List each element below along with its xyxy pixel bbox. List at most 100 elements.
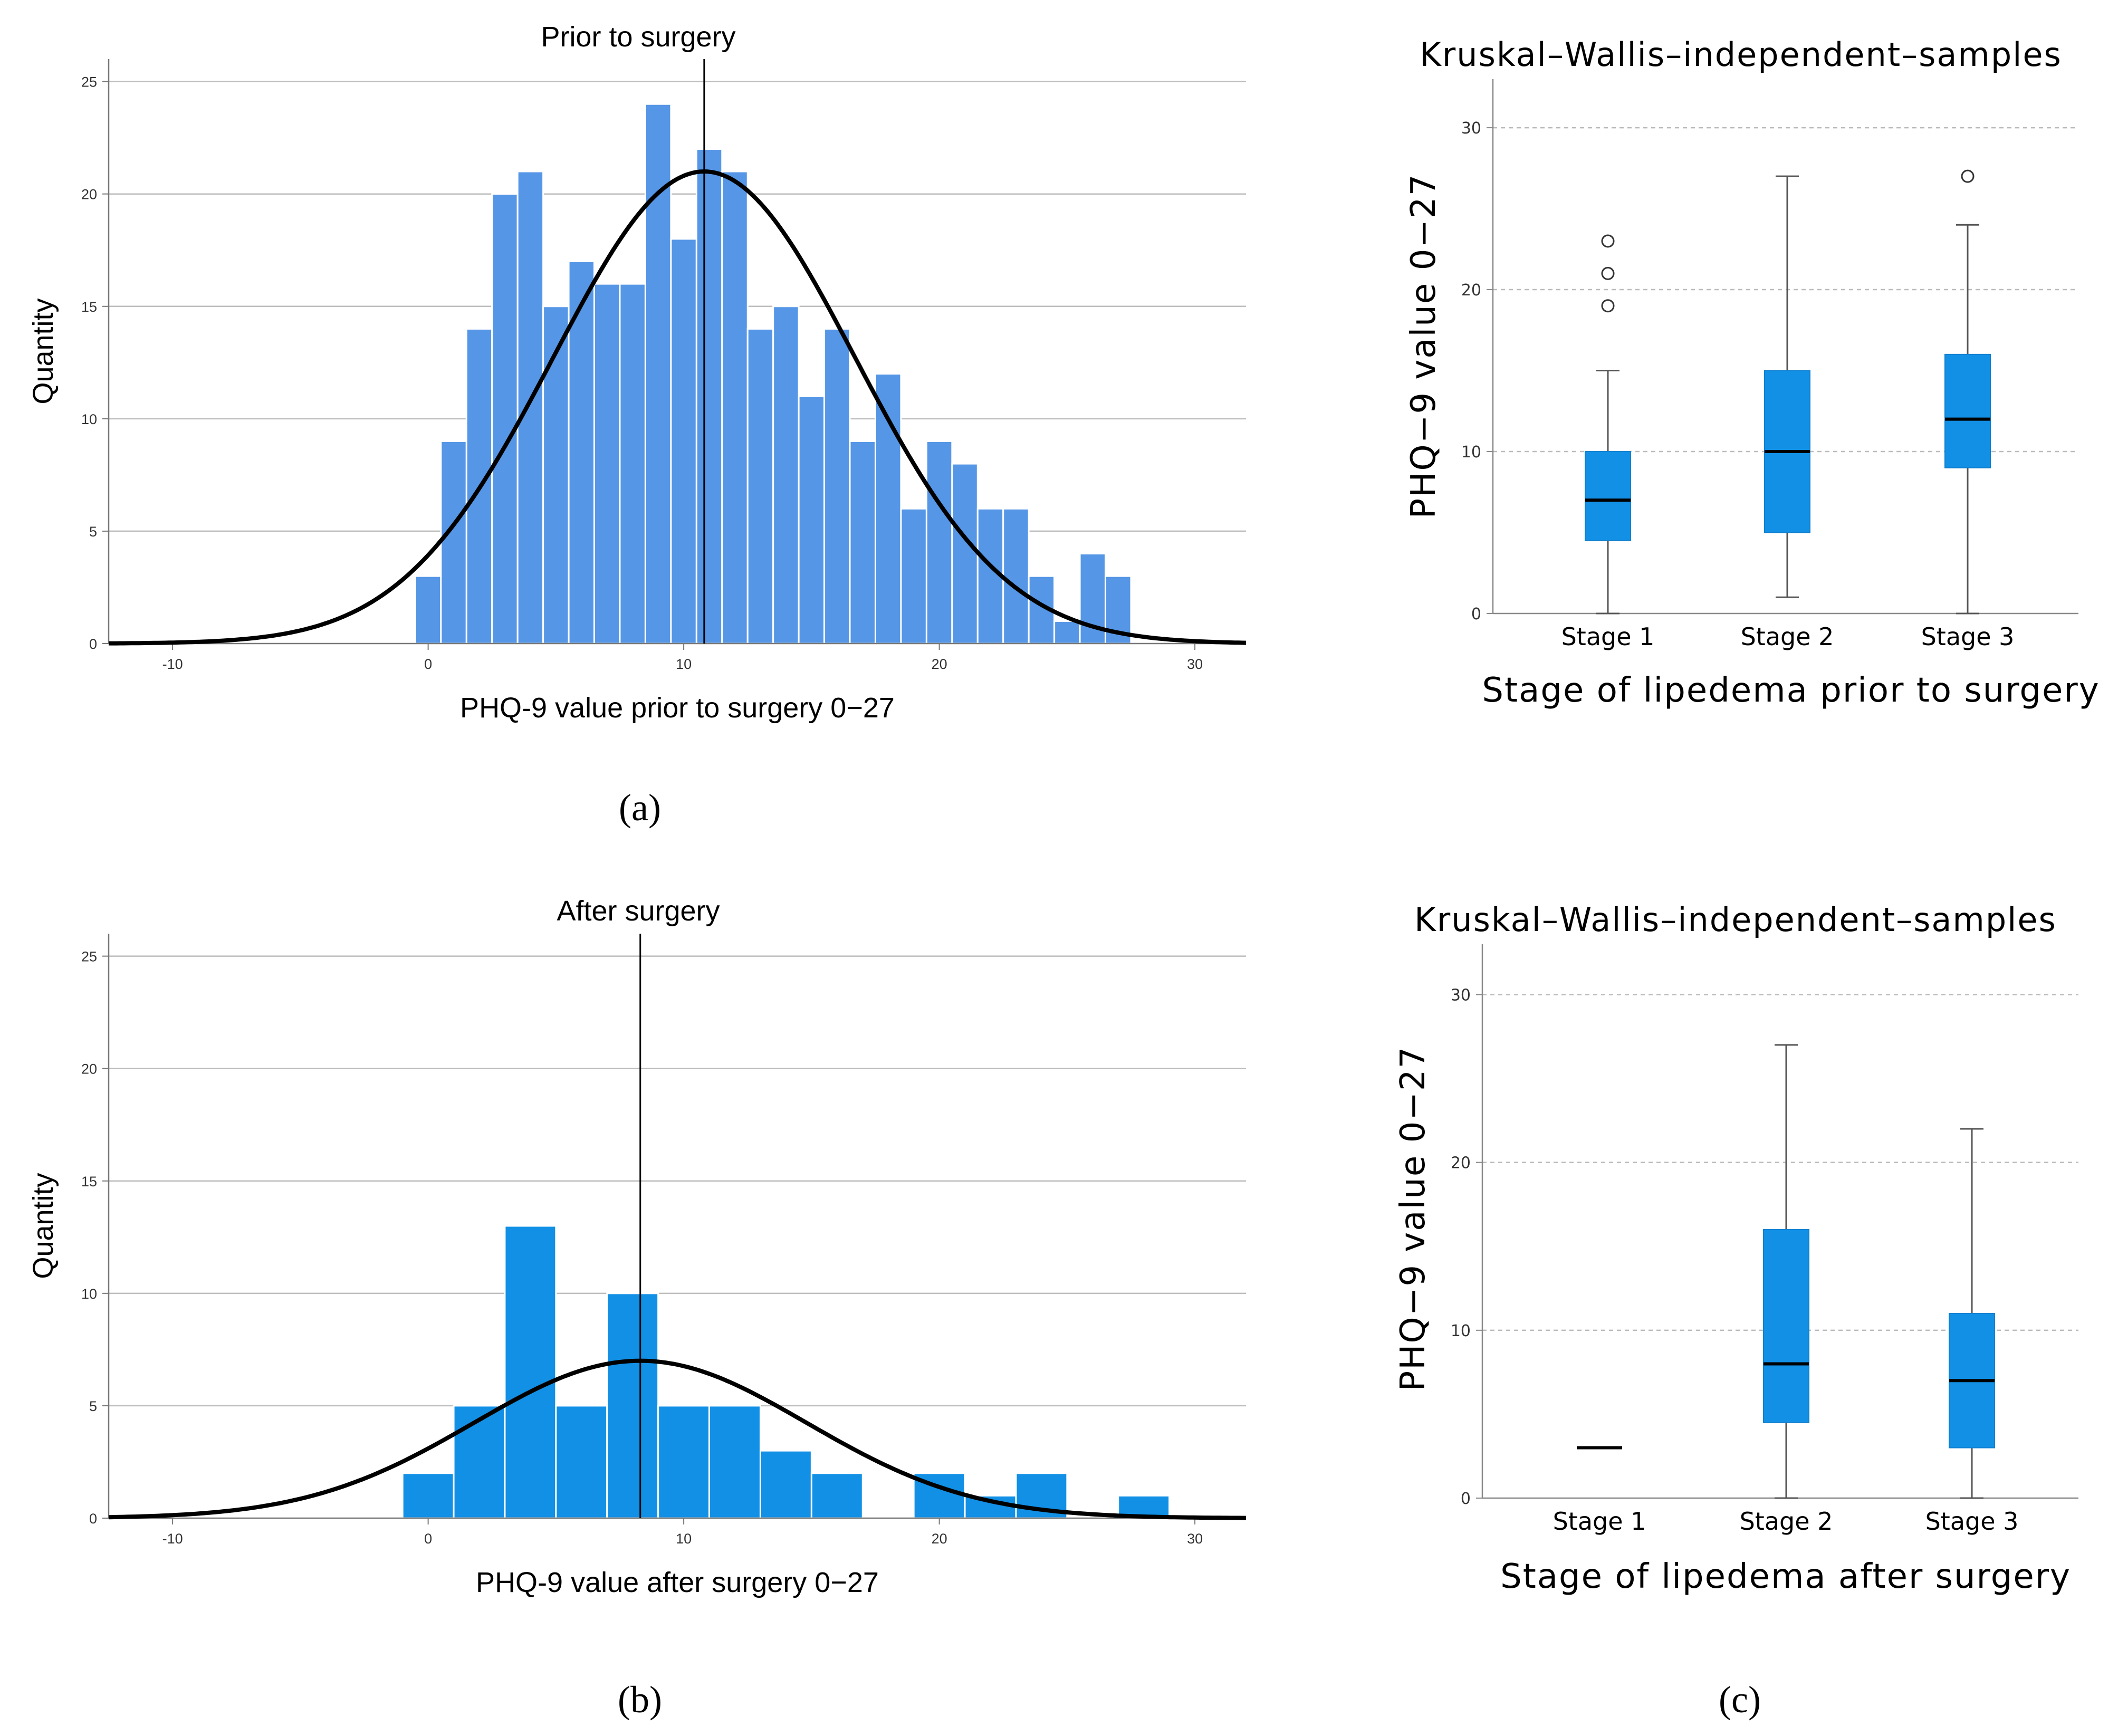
histogram-bar (657, 1405, 711, 1519)
x-tick-label: 30 (1187, 1531, 1203, 1547)
histogram-bar (670, 238, 697, 645)
histogram-bar (810, 1472, 864, 1519)
normal-distribution-curve (108, 1358, 1246, 1520)
box-iqr (1763, 1229, 1809, 1423)
histogram-bar (849, 440, 876, 645)
category-label: Stage 1 (1553, 1507, 1646, 1536)
category-label: Stage 2 (1741, 622, 1834, 651)
histogram-bar (555, 1405, 608, 1519)
y-tick-label: 0 (1471, 605, 1481, 624)
chart-title: After surgery (557, 895, 720, 927)
y-axis-label: Quantity (27, 1173, 59, 1279)
y-tick-label: 5 (89, 524, 97, 540)
x-tick-label: 0 (424, 656, 432, 672)
y-tick-label: 0 (89, 636, 97, 652)
histogram-bar (542, 305, 570, 645)
y-axis-label: PHQ−9 value 0−27 (1394, 1046, 1433, 1392)
x-tick-label: 10 (676, 1531, 692, 1547)
histogram-bar (516, 170, 544, 645)
histogram-bar (798, 395, 826, 645)
box-stage-3 (1944, 169, 1991, 615)
histogram-bar (414, 575, 442, 645)
outlier-point (1601, 299, 1615, 313)
histogram-bar (823, 328, 851, 645)
y-tick-label: 10 (1461, 443, 1481, 462)
histogram-bar (453, 1405, 506, 1519)
panel-caption: (b) (618, 1679, 662, 1721)
y-tick-label: 10 (81, 411, 97, 427)
y-tick-label: 10 (81, 1286, 97, 1302)
panel-caption: (a) (619, 787, 661, 829)
histogram-hist-prior: 0 5 10 15 20 25 -10 0 10 20 30 Prior to surgery PHQ-… (27, 21, 1247, 829)
y-axis-label: Quantity (27, 298, 59, 404)
y-tick-label: 0 (1461, 1490, 1471, 1508)
histogram-bar (593, 283, 621, 645)
x-axis-label: Stage of lipedema after surgery (1500, 1557, 2071, 1596)
x-tick-label: -10 (162, 656, 183, 672)
y-tick-label: 30 (1461, 119, 1481, 138)
histogram-hist-after: 0 5 10 15 20 25 -10 0 10 20 30 After surgery PHQ-9 v… (27, 895, 1246, 1721)
y-tick-label: 25 (81, 74, 97, 90)
boxplot-box-after: 0 10 20 30 Stage 1 Stage 2 Stage 3 Kruskal–Wall… (1394, 900, 2078, 1721)
x-tick-label: -10 (162, 1531, 183, 1547)
outlier-point (1601, 234, 1615, 248)
y-tick-label: 5 (89, 1398, 97, 1414)
histogram-bar (401, 1472, 455, 1519)
y-tick-label: 15 (81, 1174, 97, 1190)
histogram-bar (874, 373, 902, 645)
category-label: Stage 1 (1561, 622, 1655, 651)
histogram-bar (1002, 507, 1030, 645)
category-label: Stage 3 (1925, 1507, 2019, 1536)
box-stage-2 (1764, 175, 1810, 598)
histogram-bar (504, 1225, 557, 1519)
x-tick-label: 20 (932, 1531, 947, 1547)
histogram-bar (619, 283, 646, 645)
histogram-bar (568, 261, 596, 645)
x-axis-label: Stage of lipedema prior to surgery (1482, 671, 2100, 710)
histogram-bar (708, 1405, 761, 1519)
box-stage-3 (1949, 1128, 1995, 1499)
x-tick-label: 0 (424, 1531, 432, 1547)
box-stage-1 (1585, 234, 1631, 615)
x-axis-label: PHQ-9 value after surgery 0−27 (476, 1567, 879, 1598)
histogram-bar (772, 305, 800, 645)
histogram-bar (746, 328, 774, 645)
boxplot-box-prior: 0 10 20 30 Stage 1 Stage 2 Stage 3 Kruskal–Wall… (1404, 35, 2100, 710)
histogram-bar (440, 440, 467, 645)
category-label: Stage 2 (1740, 1507, 1833, 1536)
histogram-bar (491, 193, 519, 645)
y-tick-label: 0 (89, 1511, 97, 1527)
y-tick-label: 25 (81, 949, 97, 965)
histogram-bar (695, 148, 723, 645)
y-tick-label: 10 (1451, 1322, 1471, 1340)
chart-title: Kruskal–Wallis–independent–samples (1420, 35, 2062, 74)
histogram-bar (606, 1292, 659, 1519)
chart-title: Kruskal–Wallis–independent–samples (1414, 900, 2057, 939)
histogram-bar (900, 507, 927, 645)
y-tick-label: 30 (1451, 986, 1471, 1004)
histogram-bar (951, 463, 979, 645)
box-iqr (1944, 353, 1991, 468)
y-tick-label: 20 (81, 187, 97, 203)
histogram-bar (759, 1450, 812, 1519)
outlier-point (1961, 169, 1975, 183)
x-tick-label: 20 (932, 656, 947, 672)
y-axis-label: PHQ−9 value 0−27 (1404, 174, 1443, 519)
y-tick-label: 15 (81, 299, 97, 315)
y-tick-label: 20 (1461, 281, 1481, 300)
box-iqr (1585, 451, 1631, 541)
panel-caption: (c) (1719, 1679, 1761, 1721)
histogram-bar (721, 170, 749, 645)
histogram-bar (925, 440, 953, 645)
normal-distribution-curve (109, 169, 1247, 646)
y-tick-label: 20 (1451, 1154, 1471, 1173)
box-stage-2 (1763, 1044, 1809, 1499)
histogram-bar (1053, 620, 1081, 645)
outlier-point (1601, 266, 1615, 280)
x-tick-label: 30 (1187, 656, 1203, 672)
category-label: Stage 3 (1921, 622, 2015, 651)
x-tick-label: 10 (676, 656, 692, 672)
x-axis-label: PHQ-9 value prior to surgery 0−27 (460, 692, 895, 724)
chart-title: Prior to surgery (541, 21, 735, 53)
